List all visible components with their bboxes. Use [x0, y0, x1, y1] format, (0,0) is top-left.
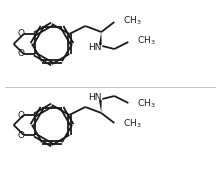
Text: HN: HN: [89, 93, 102, 101]
Text: CH$_3$: CH$_3$: [123, 118, 142, 130]
Text: CH$_3$: CH$_3$: [137, 35, 156, 47]
Text: CH$_3$: CH$_3$: [137, 98, 156, 110]
Text: O: O: [17, 50, 24, 59]
Text: CH$_3$: CH$_3$: [123, 15, 142, 27]
Text: O: O: [17, 110, 24, 119]
Text: O: O: [17, 30, 24, 39]
Polygon shape: [99, 32, 102, 45]
Text: O: O: [17, 130, 24, 139]
Text: HN: HN: [89, 44, 102, 53]
Polygon shape: [99, 100, 102, 113]
